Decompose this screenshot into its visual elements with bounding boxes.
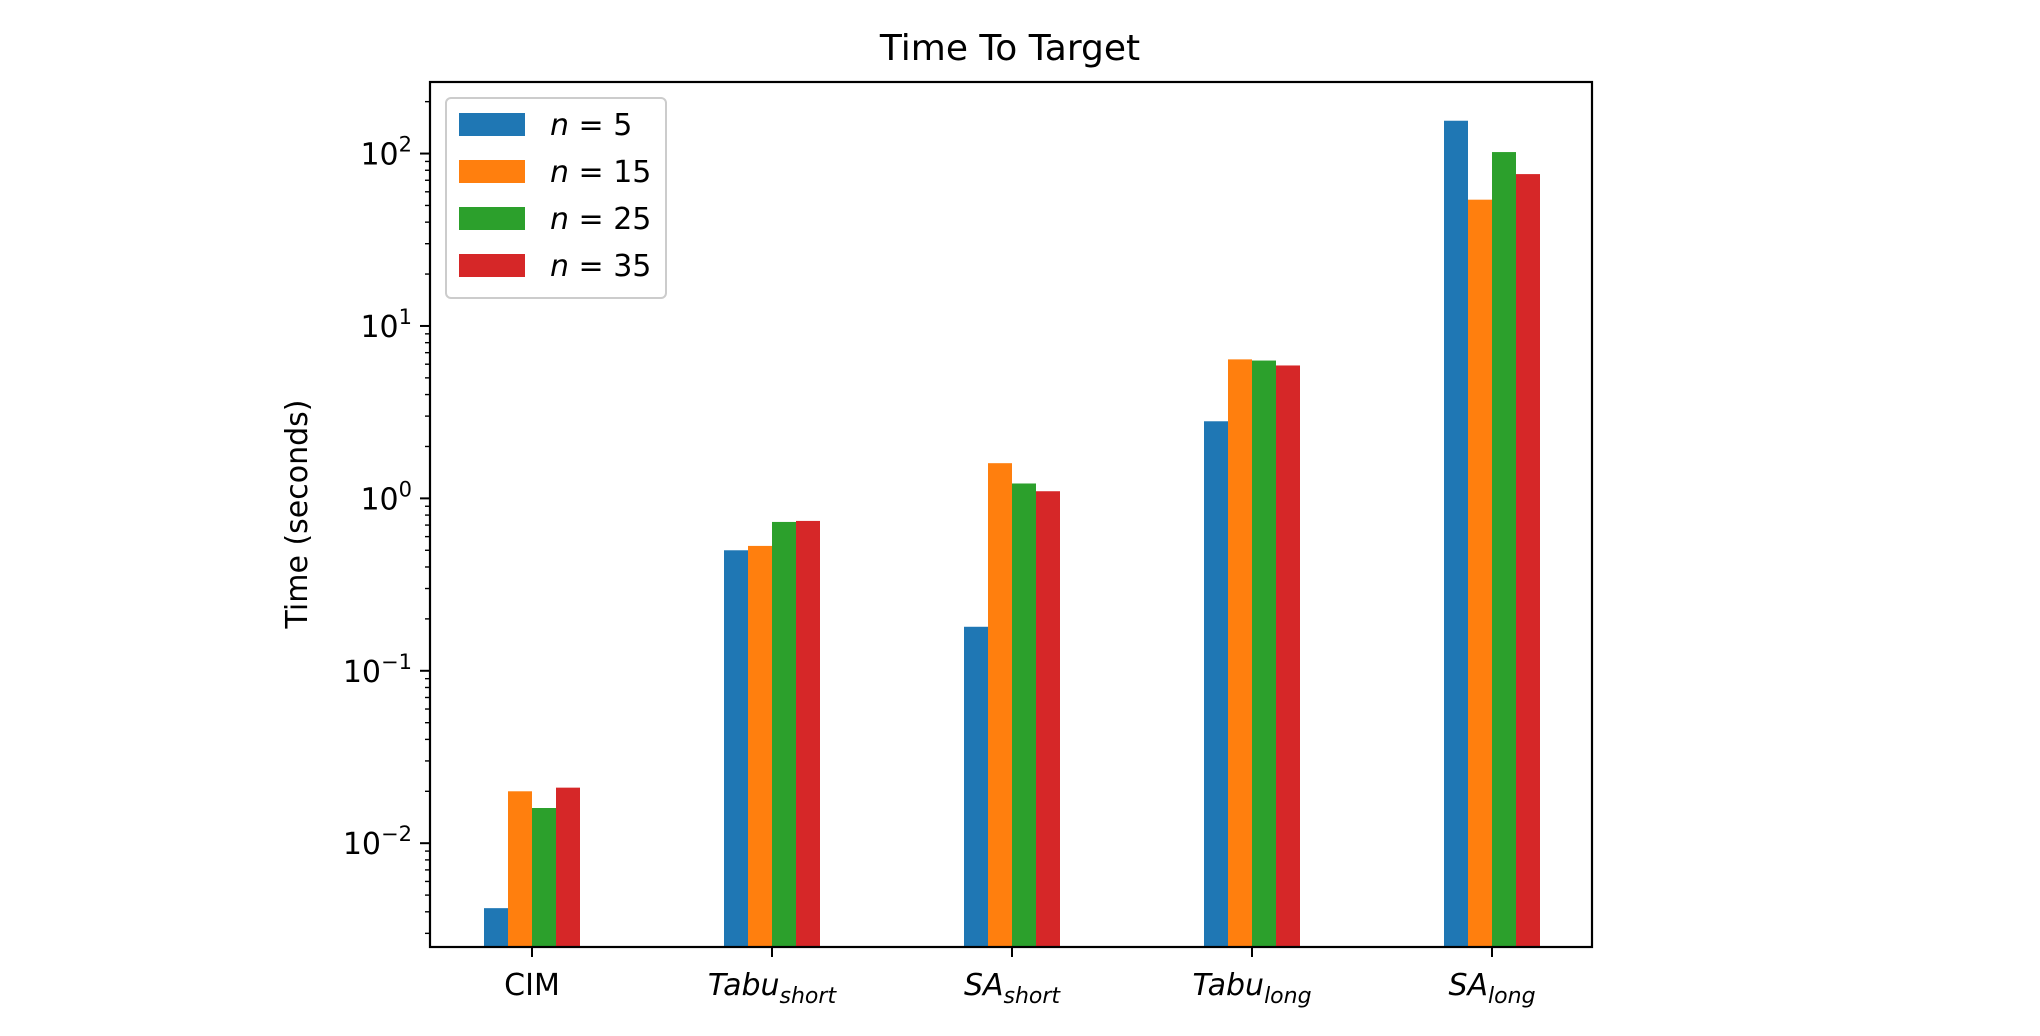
y-tick-label: 101 [360,305,412,345]
y-axis-label: Time (seconds) [280,400,315,630]
bar-series-1-cat-2 [724,550,748,947]
bar-series-4-cat-3 [1036,491,1060,947]
legend: n = 5 n = 15 n = 25 n = 35 [445,97,667,299]
bar-series-3-cat-2 [772,521,796,947]
bar-series-1-cat-5 [1444,120,1468,947]
bar-series-4-cat-2 [796,520,820,947]
x-tick-label: SAlong [1448,968,1535,1009]
y-tick-label: 10−1 [343,650,412,690]
bar-series-1-cat-3 [964,626,988,947]
y-axis-ticks: 10−2 10−1 100 101 102 [343,100,430,935]
y-tick-label: 102 [360,133,412,173]
x-tick-label: SAshort [964,968,1061,1009]
x-tick-label: Tabushort [708,968,838,1009]
legend-swatch [459,160,525,183]
x-axis-ticks: CIM Tabushort SAshort Tabulong SAlong [504,947,1536,1009]
bar-series-4-cat-4 [1276,365,1300,948]
bar-series-2-cat-1 [508,791,532,947]
x-tick-label: CIM [504,968,560,1003]
bar-series-2-cat-3 [988,463,1012,947]
legend-frame [445,97,667,299]
bar-series-2-cat-5 [1468,199,1492,947]
bar-series-3-cat-1 [532,808,556,947]
bar-series-3-cat-4 [1252,360,1276,947]
plot-frame [428,80,1594,949]
bars [484,120,1540,948]
bar-series-3-cat-5 [1492,152,1516,948]
bar-series-2-cat-2 [748,545,772,947]
bar-series-3-cat-3 [1012,483,1036,947]
legend-label: n = 35 [550,249,651,284]
bar-series-4-cat-5 [1516,174,1540,948]
legend-swatch [459,254,525,277]
x-tick-label: Tabulong [1192,968,1311,1009]
chart-title: Time To Target [879,28,1140,69]
bar-series-1-cat-4 [1204,421,1228,947]
legend-label: n = 5 [550,108,632,143]
bar-series-1-cat-1 [484,908,508,947]
y-tick-label: 10−2 [343,822,412,862]
legend-swatch [459,113,525,136]
y-tick-label: 100 [360,477,412,517]
legend-label: n = 25 [550,202,651,237]
bar-series-2-cat-4 [1228,359,1252,947]
legend-swatch [459,207,525,230]
bar-series-4-cat-1 [556,787,580,947]
legend-label: n = 15 [550,155,651,190]
